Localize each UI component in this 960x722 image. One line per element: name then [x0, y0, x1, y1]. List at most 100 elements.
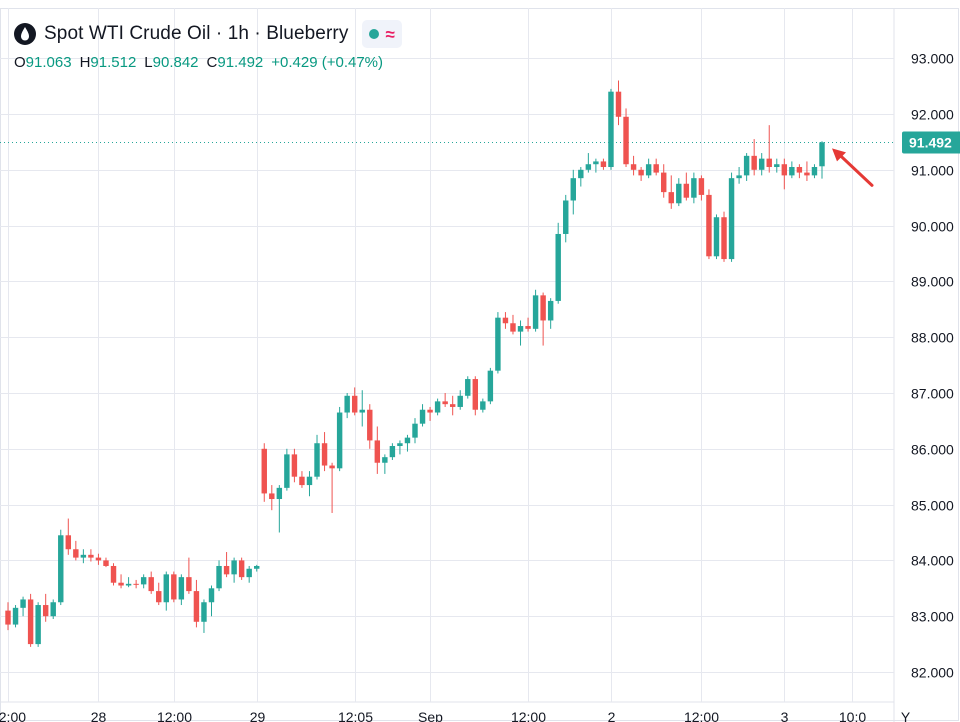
candle — [638, 167, 644, 181]
candle — [193, 579, 200, 628]
candle — [532, 289, 539, 332]
candle — [374, 426, 381, 474]
candle-body — [480, 401, 486, 410]
candle-body — [254, 565, 260, 569]
candle-body — [276, 487, 283, 500]
x-tick-label: 3 — [781, 709, 789, 722]
candle-body — [743, 155, 750, 176]
y-tick-label: 92.000 — [911, 107, 954, 123]
candle — [578, 167, 584, 187]
candle — [774, 158, 780, 173]
candle — [133, 579, 139, 589]
candle-body — [668, 192, 674, 204]
indicator-pill[interactable]: ≈ — [362, 20, 402, 48]
candle-body — [525, 326, 531, 329]
candle-body — [65, 535, 72, 550]
candle — [216, 560, 222, 592]
candle-body — [133, 583, 139, 585]
open-label: O — [14, 54, 26, 71]
candle-body — [344, 395, 350, 413]
candle-body — [125, 583, 132, 586]
candle — [525, 317, 531, 332]
x-tick-label: 12:00 — [157, 709, 192, 722]
candle — [344, 393, 350, 419]
candle-body — [728, 178, 735, 260]
candle — [517, 320, 524, 346]
candle — [382, 454, 388, 474]
candle — [238, 557, 245, 580]
candle — [706, 189, 712, 260]
y-tick-label: 85.000 — [911, 498, 954, 514]
candle-body — [600, 161, 607, 168]
candle-body — [766, 158, 772, 168]
candle — [20, 596, 26, 617]
x-tick-label: Sep — [418, 709, 443, 722]
candle-body — [796, 167, 803, 173]
candle-body — [623, 116, 629, 165]
candle-body — [382, 457, 388, 463]
candle — [156, 582, 162, 606]
candle — [691, 172, 697, 204]
candle-body — [517, 326, 524, 332]
candle-body — [495, 317, 501, 371]
candle — [65, 518, 72, 555]
candle-body — [73, 549, 79, 558]
y-tick-label: 88.000 — [911, 330, 954, 346]
candle — [600, 158, 607, 170]
candle-body — [201, 602, 207, 622]
candle-body — [563, 200, 569, 234]
candle — [495, 312, 501, 374]
candle-body — [110, 565, 117, 583]
candle — [789, 161, 795, 179]
candle-body — [510, 323, 516, 332]
x-tick-label: Y — [901, 709, 911, 722]
candle-body — [103, 560, 109, 566]
candle-body — [465, 379, 471, 396]
y-tick-label: 90.000 — [911, 219, 954, 235]
candle-body — [449, 404, 456, 407]
candle-body — [630, 164, 637, 170]
candle — [585, 153, 592, 173]
candle — [314, 434, 320, 480]
candle-body — [351, 395, 358, 413]
y-tick-label: 89.000 — [911, 274, 954, 290]
candle — [412, 418, 418, 444]
y-tick-label: 93.000 — [911, 51, 954, 67]
y-tick-label: 91.000 — [911, 163, 954, 179]
candle — [653, 158, 659, 176]
candle-body — [12, 607, 19, 625]
last-price-badge-bg — [902, 131, 960, 154]
candle — [171, 571, 177, 603]
candle-body — [42, 605, 49, 617]
candle — [261, 443, 267, 502]
candle-body — [374, 440, 381, 463]
candle-body — [457, 395, 463, 407]
candle-body — [95, 557, 102, 561]
candle — [5, 602, 11, 631]
candle-body — [163, 574, 169, 603]
candle — [58, 529, 64, 606]
candle — [608, 88, 614, 170]
candle-body — [231, 560, 237, 575]
candle — [95, 553, 102, 565]
candle-body — [502, 317, 509, 324]
symbol-title[interactable]: Spot WTI Crude Oil · 1h · Blueberry — [44, 23, 349, 44]
candle-body — [721, 217, 727, 260]
candle-body — [608, 91, 614, 168]
candle — [27, 593, 34, 647]
candle-body — [171, 574, 177, 600]
candle-body — [412, 423, 418, 438]
x-tick-label: 12:00 — [684, 709, 719, 722]
candle-body — [758, 158, 765, 170]
candle — [465, 376, 471, 399]
candle — [743, 153, 750, 181]
candle-body — [216, 565, 222, 589]
candle-body — [299, 476, 305, 486]
candle — [547, 298, 554, 329]
candle-body — [314, 443, 320, 477]
candle — [80, 549, 87, 564]
candle — [163, 571, 169, 611]
candle-body — [269, 493, 275, 500]
candle — [118, 574, 124, 589]
